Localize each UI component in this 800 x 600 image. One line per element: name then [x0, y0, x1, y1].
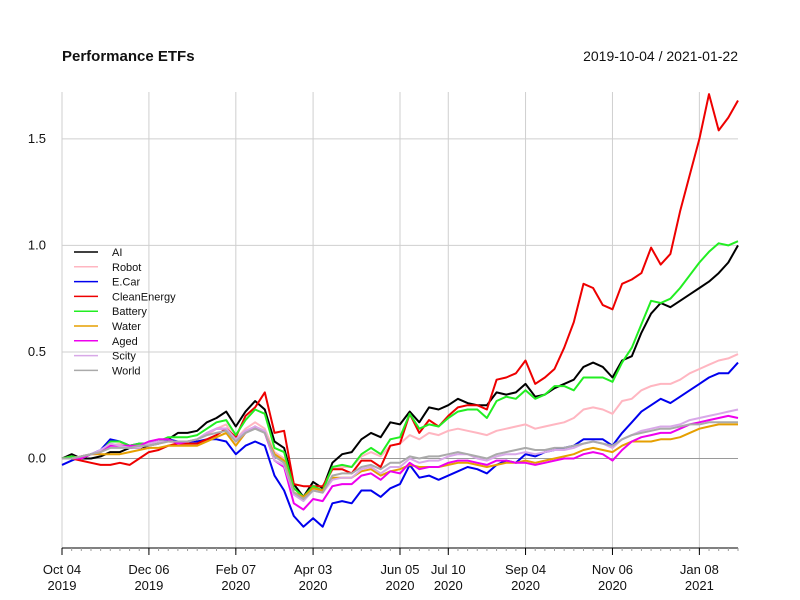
legend-label: Scity	[112, 351, 136, 363]
legend-label: Robot	[112, 262, 141, 274]
x-tick-label: Nov 06	[592, 562, 633, 577]
series-line-world	[62, 421, 738, 500]
chart-title: Performance ETFs	[62, 48, 195, 65]
x-tick-year: 2021	[685, 578, 714, 593]
y-axis: 0.0 0.5 1.0 1.5	[28, 131, 46, 466]
legend-label: CleanEnergy	[112, 291, 176, 303]
y-tick-label: 0.5	[28, 344, 46, 359]
x-tick-label: Jun 05	[380, 562, 419, 577]
series-line-battery	[61, 240, 739, 498]
series-line-cleanenergy	[62, 93, 739, 488]
x-tick-year: 2020	[299, 578, 328, 593]
series-lines	[61, 93, 739, 528]
legend: AI Robot E.Car CleanEnergy Battery Water Aged S…	[74, 247, 176, 377]
x-tick-year: 2020	[598, 578, 627, 593]
grid-lines	[61, 92, 738, 548]
x-tick-label: Dec 06	[128, 562, 169, 577]
x-tick-year: 2019	[48, 578, 77, 593]
x-tick-year: 2020	[434, 578, 463, 593]
legend-label: World	[112, 365, 141, 377]
series-line-water	[62, 423, 738, 498]
x-tick-year: 2020	[221, 578, 250, 593]
x-tick-label: Apr 03	[294, 562, 332, 577]
y-tick-label: 1.5	[28, 131, 46, 146]
x-tick-label: Feb 07	[216, 562, 256, 577]
legend-label: Battery	[112, 306, 147, 318]
y-tick-label: 0.0	[28, 451, 46, 466]
x-tick-year: 2019	[134, 578, 163, 593]
legend-label: Water	[112, 321, 141, 333]
x-tick-label: Jan 08	[680, 562, 719, 577]
y-tick-label: 1.0	[28, 237, 46, 252]
legend-label: AI	[112, 247, 122, 259]
x-tick-label: Jul 10	[431, 562, 466, 577]
x-tick-year: 2020	[386, 578, 415, 593]
legend-label: E.Car	[112, 277, 140, 289]
x-tick-year: 2020	[511, 578, 540, 593]
x-tick-label: Sep 04	[505, 562, 546, 577]
x-tick-label: Oct 04	[43, 562, 81, 577]
chart-date-range: 2019-10-04 / 2021-01-22	[583, 48, 738, 64]
legend-label: Aged	[112, 336, 138, 348]
